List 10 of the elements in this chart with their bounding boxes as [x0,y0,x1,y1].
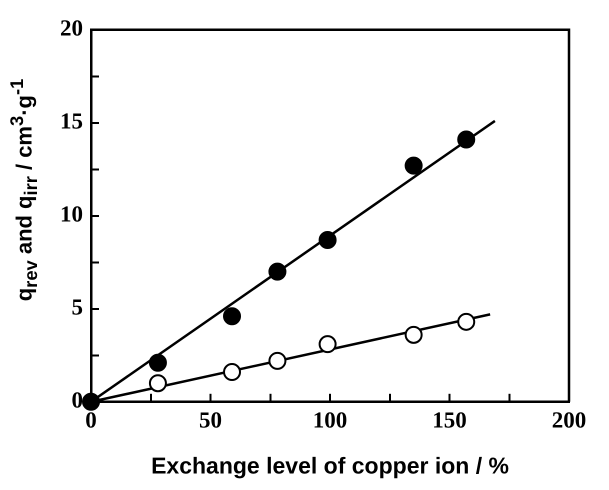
x-tick-label: 100 [312,408,348,433]
y-tick-label: 0 [72,388,83,413]
y-tick-label: 5 [72,294,83,320]
x-axis-title: Exchange level of copper ion / % [151,452,509,479]
y-tick-label: 15 [60,108,83,134]
y-tick-label: 20 [60,16,83,41]
x-tick-label: 50 [199,408,222,433]
y-tick-label: 10 [60,202,83,227]
x-tick-label: 200 [552,408,586,433]
x-tick-label: 150 [432,408,467,433]
